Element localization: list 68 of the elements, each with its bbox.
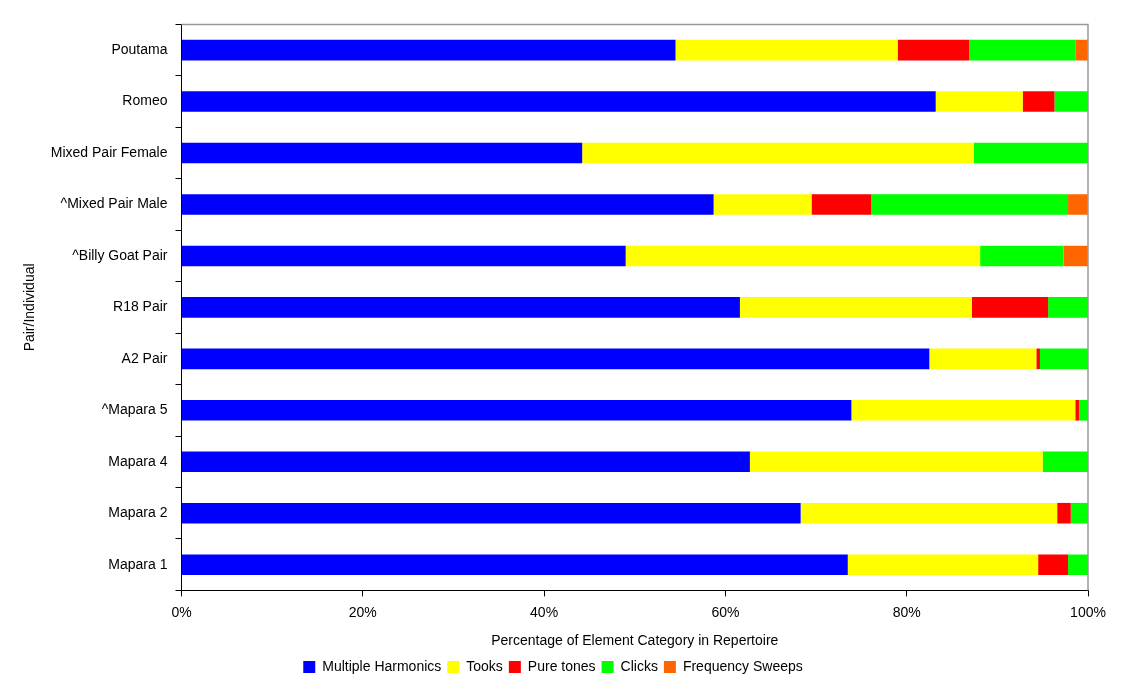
- bar: [1075, 400, 1079, 421]
- bar: [897, 39, 970, 61]
- bar: [847, 554, 1039, 575]
- legend-label: Clicks: [620, 657, 658, 674]
- bar: [1057, 502, 1071, 524]
- bar: [675, 39, 898, 61]
- y-tick-label: Mapara 2: [108, 504, 168, 521]
- y-tick-label: Mapara 1: [108, 555, 168, 572]
- x-tick-label: 100%: [1070, 603, 1106, 620]
- x-tick-label: 40%: [530, 603, 559, 620]
- bar: [1054, 91, 1088, 112]
- bar: [980, 245, 1064, 267]
- y-tick-label: R18 Pair: [113, 298, 168, 315]
- bar: [929, 348, 1037, 370]
- bar: [182, 297, 740, 318]
- bar: [971, 297, 1049, 318]
- bar: [1022, 91, 1055, 112]
- bar: [182, 245, 626, 267]
- bar: [935, 91, 1023, 112]
- bar: [800, 502, 1058, 524]
- bar: [182, 502, 801, 524]
- bar: [182, 39, 676, 61]
- x-tick-label: 0%: [171, 603, 192, 620]
- y-tick-label: Romeo: [122, 92, 168, 109]
- bar: [1042, 451, 1088, 473]
- bar: [1063, 245, 1088, 267]
- bar: [713, 194, 812, 215]
- bar: [811, 194, 872, 215]
- y-tick-label: ^Mixed Pair Male: [60, 195, 168, 212]
- x-tick-label: 20%: [348, 603, 377, 620]
- legend-label: Multiple Harmonics: [322, 657, 442, 674]
- bar: [182, 142, 583, 164]
- y-tick-label: Mapara 4: [108, 452, 168, 469]
- x-tick-label: 80%: [892, 603, 921, 620]
- y-tick-label: Poutama: [111, 40, 168, 57]
- bar: [582, 142, 974, 164]
- y-tick-label: ^Billy Goat Pair: [72, 246, 168, 263]
- bar: [739, 297, 972, 318]
- bar: [1075, 39, 1088, 61]
- x-tick-label: 60%: [711, 603, 740, 620]
- bar: [182, 91, 936, 112]
- bar: [1036, 348, 1040, 370]
- bar: [1048, 297, 1088, 318]
- bar: [1038, 554, 1069, 575]
- bar: [973, 142, 1088, 164]
- bar: [1068, 194, 1088, 215]
- legend-label: Tooks: [466, 657, 503, 674]
- bar: [851, 400, 1076, 421]
- bar: [625, 245, 981, 267]
- bar: [1039, 348, 1088, 370]
- legend-label: Frequency Sweeps: [682, 657, 803, 674]
- bar: [182, 348, 930, 370]
- bar: [749, 451, 1043, 473]
- y-tick-label: Mixed Pair Female: [50, 143, 168, 160]
- legend-label: Pure tones: [527, 657, 596, 674]
- y-axis-title: Pair/Individual: [21, 263, 38, 352]
- bar: [1078, 400, 1088, 421]
- y-tick-label: ^Mapara 5: [101, 401, 168, 418]
- bar: [1068, 554, 1088, 575]
- bar: [182, 194, 714, 215]
- bar: [871, 194, 1069, 215]
- bar: [1070, 502, 1088, 524]
- bar: [969, 39, 1076, 61]
- y-tick-label: A2 Pair: [121, 349, 168, 366]
- bar: [182, 451, 750, 473]
- bar: [182, 400, 852, 421]
- bar: [182, 554, 848, 575]
- x-axis-title: Percentage of Element Category in Repertoire: [491, 632, 779, 649]
